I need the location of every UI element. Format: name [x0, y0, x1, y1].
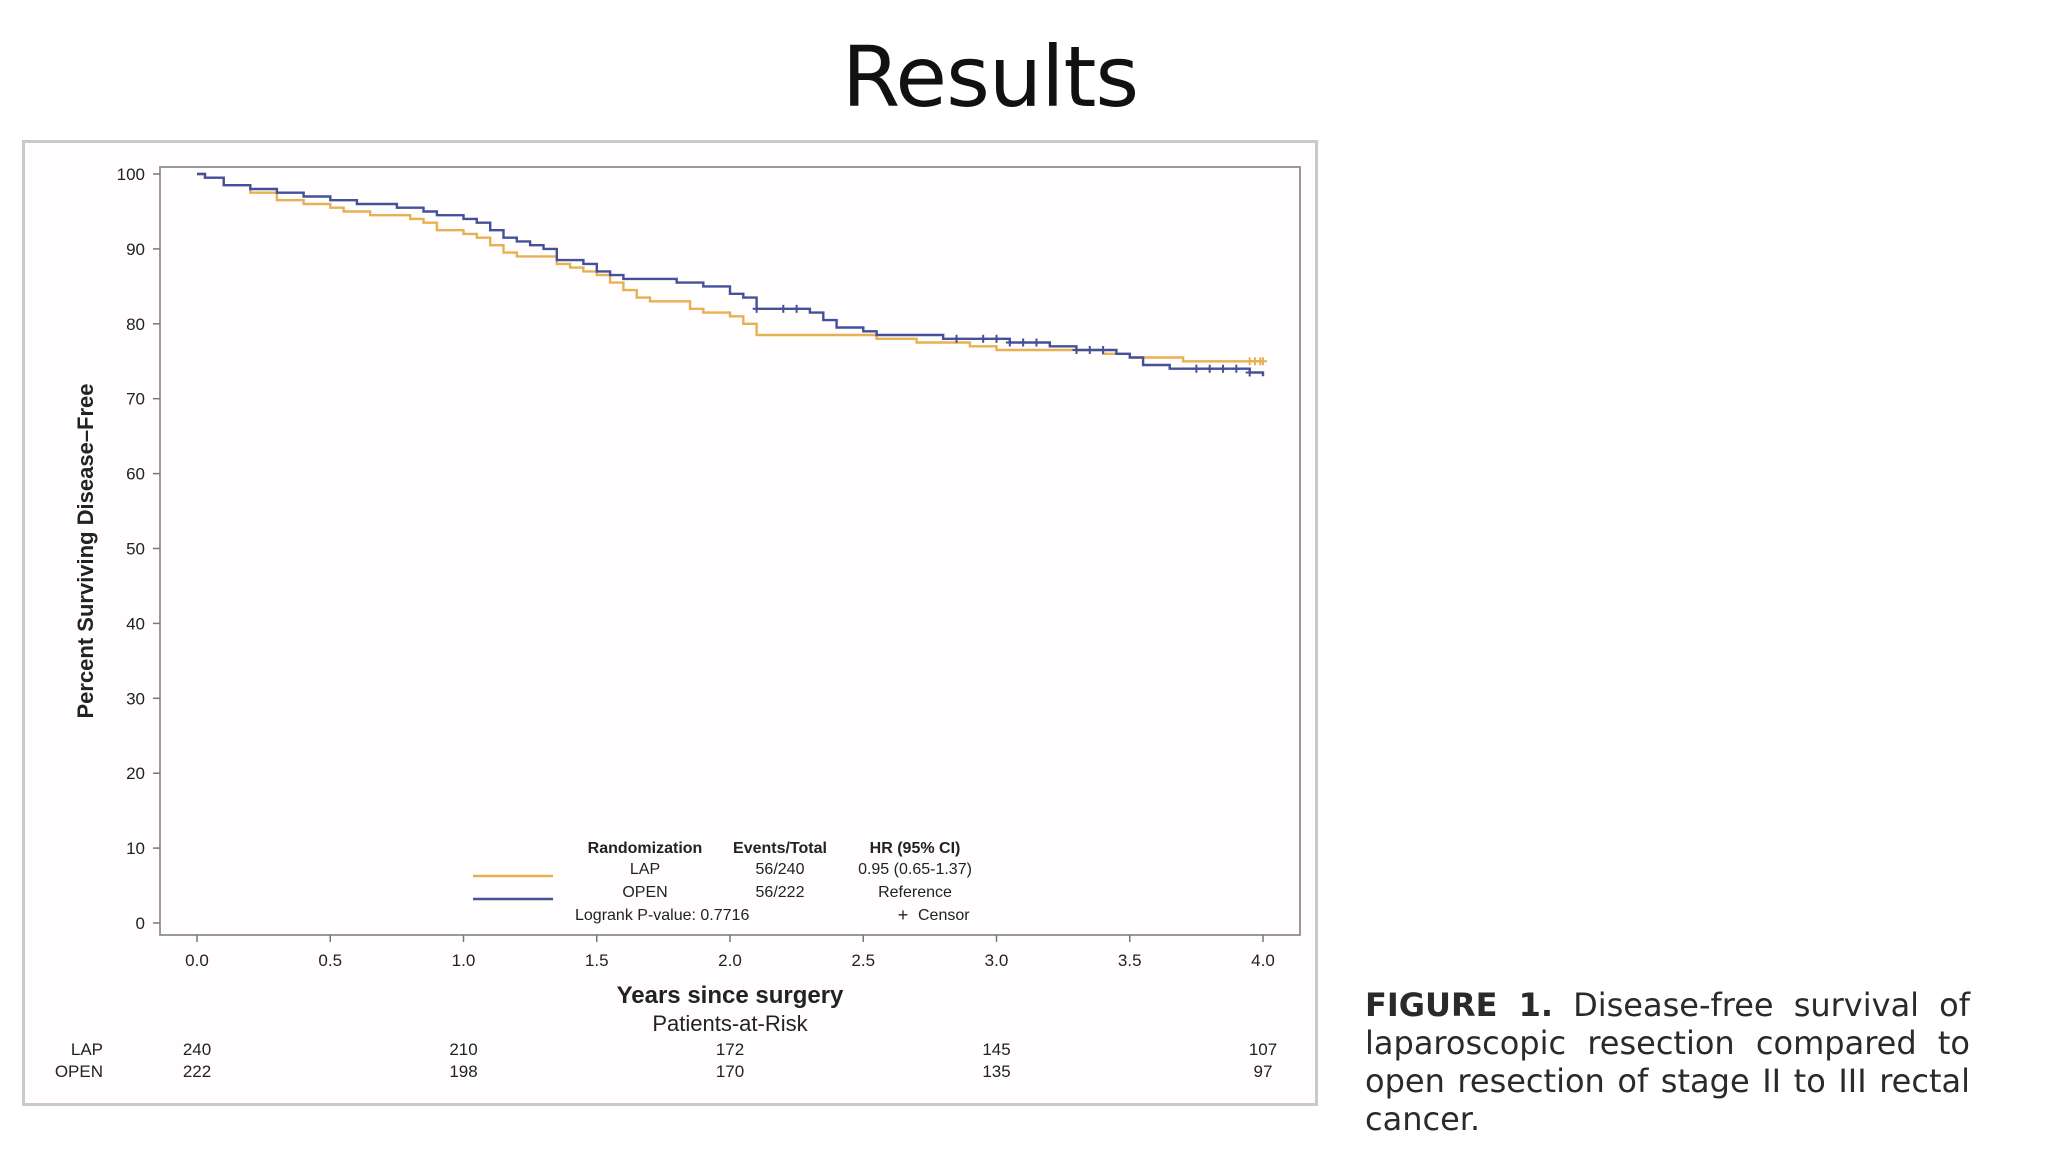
survival-chart: 0 10 20 30 40 50 60 70 80 90 100 0.0 0.5 1.0 1.5 2.0 2.…: [55, 165, 1301, 1081]
risk-value-lap-1: 210: [449, 1040, 477, 1059]
y-tick-label-3: 30: [126, 689, 145, 708]
legend-events-open: 56/222: [756, 884, 805, 901]
censor-mark-open-4: [979, 334, 988, 343]
risk-value-lap-0: 240: [183, 1040, 211, 1059]
figure-frame: 0 10 20 30 40 50 60 70 80 90 100 0.0 0.5 1.0 1.5 2.0 2.…: [22, 140, 1318, 1106]
censor-mark-open-1: [779, 304, 788, 313]
risk-value-open-0: 222: [183, 1062, 211, 1081]
legend-censor-label: Censor: [918, 907, 970, 924]
censor-mark-open-13: [1205, 364, 1214, 373]
series-line-open: [197, 172, 1265, 377]
censor-mark-open-0: [752, 304, 761, 313]
censor-mark-open-5: [992, 334, 1001, 343]
censor-mark-open-8: [1032, 338, 1041, 347]
risk-value-lap-4: 107: [1249, 1040, 1277, 1059]
legend-events-lap: 56/240: [756, 861, 805, 878]
x-axis: 0.0 0.5 1.0 1.5 2.0 2.5 3.0 3.5 4.0: [185, 935, 1275, 970]
censor-mark-open-3: [952, 334, 961, 343]
y-tick-label-0: 0: [136, 914, 145, 933]
risk-row-label-open: OPEN: [55, 1062, 103, 1081]
x-tick-label-0: 0.0: [185, 951, 209, 970]
y-tick-label-7: 70: [126, 390, 145, 409]
caption-text: Disease-free survival of laparoscopic re…: [1365, 986, 1970, 1138]
y-tick-label-6: 60: [126, 465, 145, 484]
legend-name-open: OPEN: [622, 884, 667, 901]
censor-mark-lap-3: [1259, 357, 1267, 366]
series-line-lap: [197, 172, 1263, 363]
legend-hr-open: Reference: [878, 884, 952, 901]
risk-table: LAP 240 210 172 145 107 OPEN 222 198 170 135 97: [55, 1040, 1277, 1081]
x-axis-label: Years since surgery: [617, 982, 844, 1009]
censor-mark-open-9: [1072, 346, 1081, 355]
y-tick-label-9: 90: [126, 240, 145, 259]
x-tick-label-5: 2.5: [851, 951, 875, 970]
censor-mark-open-15: [1232, 364, 1241, 373]
y-tick-label-2: 20: [126, 764, 145, 783]
x-tick-label-3: 1.5: [585, 951, 609, 970]
x-tick-label-2: 1.0: [452, 951, 476, 970]
y-tick-label-10: 100: [117, 165, 145, 184]
censor-mark-open-6: [1005, 338, 1014, 347]
legend-header-hr: HR (95% CI): [870, 840, 961, 857]
risk-value-open-2: 170: [716, 1062, 744, 1081]
legend-pvalue: Logrank P-value: 0.7716: [575, 907, 749, 924]
censor-mark-open-12: [1192, 364, 1201, 373]
y-tick-label-1: 10: [126, 839, 145, 858]
risk-value-lap-2: 172: [716, 1040, 744, 1059]
caption-label: FIGURE 1.: [1365, 986, 1553, 1024]
legend: Randomization Events/Total HR (95% CI) L…: [473, 840, 972, 925]
figure-caption: FIGURE 1. Disease-free survival of lapar…: [1365, 986, 1970, 1138]
x-tick-label-7: 3.5: [1118, 951, 1142, 970]
censor-mark-open-14: [1219, 364, 1228, 373]
x-tick-label-8: 4.0: [1251, 951, 1275, 970]
plot-area: [159, 166, 1301, 936]
y-tick-label-8: 80: [126, 315, 145, 334]
legend-name-lap: LAP: [630, 861, 660, 878]
censor-mark-open-2: [792, 304, 801, 313]
censor-mark-open-16: [1245, 368, 1254, 377]
slide-title: Results: [841, 28, 1139, 126]
risk-value-open-4: 97: [1254, 1062, 1273, 1081]
y-tick-label-4: 40: [126, 614, 145, 633]
legend-censor-symbol: +: [898, 905, 909, 925]
legend-header-randomization: Randomization: [588, 840, 703, 857]
risk-row-label-lap: LAP: [71, 1040, 103, 1059]
legend-hr-lap: 0.95 (0.65-1.37): [858, 861, 972, 878]
censor-mark-open-11: [1099, 346, 1108, 355]
x-tick-label-1: 0.5: [318, 951, 342, 970]
risk-value-open-3: 135: [982, 1062, 1010, 1081]
risk-value-open-1: 198: [449, 1062, 477, 1081]
y-axis: 0 10 20 30 40 50 60 70 80 90 100: [117, 165, 160, 933]
risk-value-lap-3: 145: [982, 1040, 1010, 1059]
censor-mark-open-10: [1085, 346, 1094, 355]
censor-mark-open-7: [1019, 338, 1028, 347]
legend-header-events: Events/Total: [733, 840, 827, 857]
y-tick-label-5: 50: [126, 540, 145, 559]
x-tick-label-6: 3.0: [985, 951, 1009, 970]
risk-table-title: Patients-at-Risk: [652, 1011, 808, 1036]
series-layer: [197, 172, 1267, 377]
x-tick-label-4: 2.0: [718, 951, 742, 970]
y-axis-label: Percent Surviving Disease–Free: [73, 383, 98, 718]
